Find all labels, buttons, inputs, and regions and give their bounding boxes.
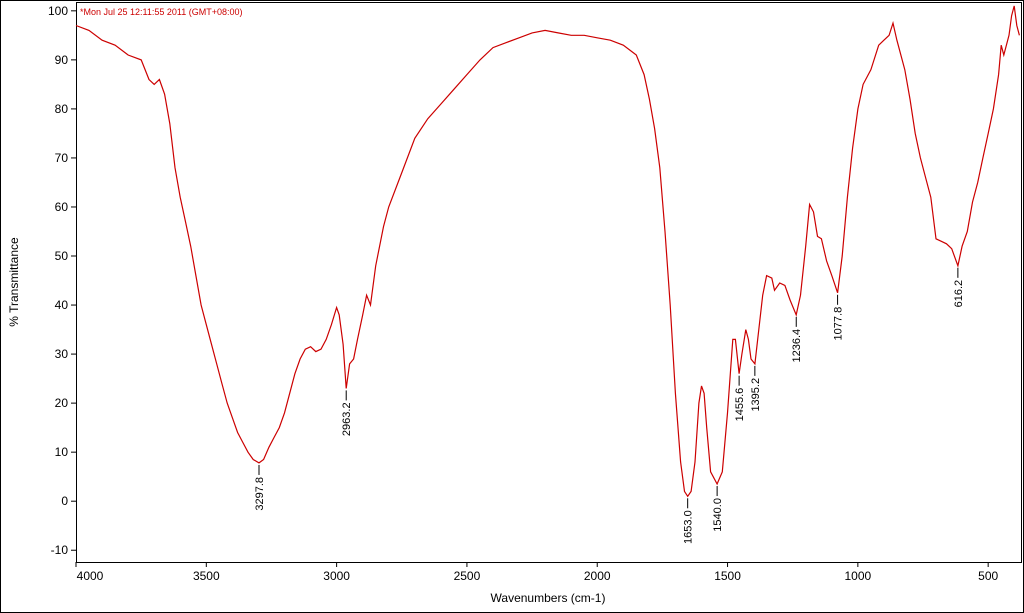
y-tick-label: -10 <box>51 543 69 557</box>
x-tick-label: 1000 <box>845 569 872 583</box>
peak-label: 3297.8 <box>254 477 266 511</box>
y-tick-label: 90 <box>55 53 69 67</box>
peak-label: 1540.0 <box>712 498 724 532</box>
y-tick-label: 0 <box>61 494 68 508</box>
peak-label: 1236.4 <box>791 329 803 363</box>
x-tick-label: 4000 <box>77 569 104 583</box>
y-axis-label: % Transmittance <box>7 237 21 327</box>
y-tick-label: 20 <box>55 396 69 410</box>
x-tick-label: 2500 <box>454 569 481 583</box>
peak-label: 616.2 <box>953 280 965 308</box>
y-tick-label: 30 <box>55 347 69 361</box>
peak-label: 1077.8 <box>833 307 845 341</box>
peak-label: 1653.0 <box>683 510 695 544</box>
y-tick-label: 60 <box>55 200 69 214</box>
x-tick-label: 3000 <box>323 569 350 583</box>
y-tick-label: 70 <box>55 151 69 165</box>
peak-label: 1455.6 <box>734 388 746 422</box>
x-axis-label: Wavenumbers (cm-1) <box>491 591 606 605</box>
x-tick-label: 3500 <box>193 569 220 583</box>
y-tick-label: 50 <box>55 249 69 263</box>
peak-label: 1395.2 <box>750 378 762 412</box>
x-tick-label: 1500 <box>714 569 741 583</box>
plot-frame <box>76 2 1022 563</box>
y-tick-label: 10 <box>55 445 69 459</box>
y-tick-label: 80 <box>55 102 69 116</box>
peak-label: 2963.2 <box>341 402 353 436</box>
spectrum-line <box>75 5 1020 498</box>
x-tick-label: 500 <box>978 569 998 583</box>
y-tick-label: 100 <box>48 4 68 18</box>
y-tick-label: 40 <box>55 298 69 312</box>
timestamp: *Mon Jul 25 12:11:55 2011 (GMT+08:00) <box>80 7 243 17</box>
x-tick-label: 2000 <box>584 569 611 583</box>
